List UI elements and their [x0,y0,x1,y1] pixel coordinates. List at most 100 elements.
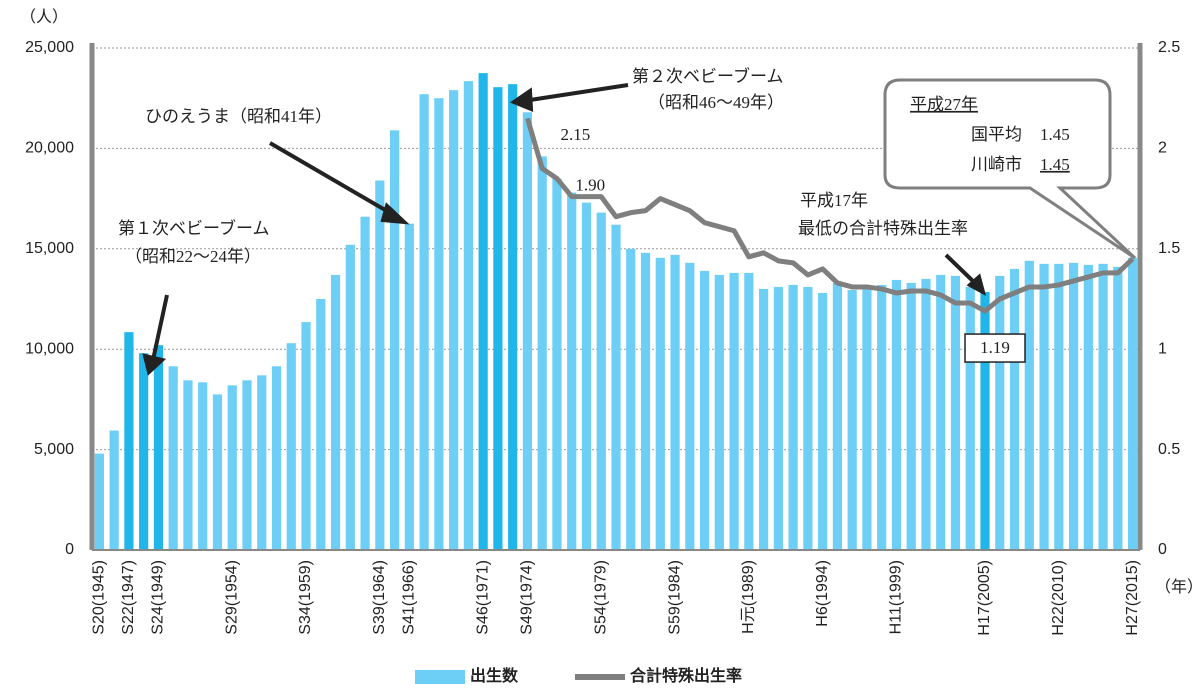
bar [1098,263,1108,550]
bar [567,192,577,551]
arrow [529,83,629,102]
arrow-head [380,202,410,225]
annotation: 第１次ベビーブーム [118,218,269,238]
bar [685,262,695,550]
y2-tick-label: 1 [1158,340,1167,357]
bar [862,288,872,550]
arrow-head [142,353,167,376]
y2-tick-label: 2.5 [1158,39,1180,56]
x-tick-label: H元(1989) [740,560,757,634]
bar [419,94,429,551]
bar [832,282,843,550]
x-tick-label: S24(1949) [150,560,167,635]
bar [1024,260,1034,550]
y2-tick-label: 0.5 [1158,441,1180,458]
bar [478,73,488,550]
bar [906,282,916,550]
arrow-head [966,273,987,296]
x-tick-label: S49(1974) [519,560,536,635]
bar [891,279,902,550]
arrows [142,83,987,376]
callout-title: 平成27年 [910,95,978,114]
bar [744,272,754,550]
bar [877,284,887,550]
x-tick-label: S39(1964) [371,560,388,635]
bar [139,353,149,550]
label-box [964,333,1026,363]
bar [803,286,813,550]
bar [995,275,1005,550]
bar [212,394,223,550]
bar [921,278,931,550]
y-tick-label: 25,000 [25,39,74,56]
bars [94,73,1138,551]
bar [449,90,459,550]
bar [847,289,857,550]
callout-value: 1.45 [1040,125,1070,144]
bar [257,375,267,550]
arrow-head [509,87,534,113]
bar [109,430,119,550]
y-tick-label: 5,000 [34,441,74,458]
y-tick-label: 20,000 [25,140,74,157]
arrow [944,253,978,286]
bar [375,180,385,550]
bar [1113,266,1123,550]
annotation: 第２次ベビーブーム [632,66,783,86]
x-tick-label: S59(1984) [666,560,683,635]
bar [493,87,503,550]
annotation: ひのえうま（昭和41年） [145,107,332,126]
bar [508,84,518,551]
bar [1039,263,1049,550]
y2-tick-label: 1.5 [1158,240,1180,257]
x-tick-label: H22(2010) [1050,560,1067,636]
legend-label: 合計特殊出生率 [630,666,742,685]
bar [316,299,326,550]
bar [242,380,252,550]
x-unit: （年） [1155,578,1203,596]
bar [522,112,533,551]
x-tick-label: H27(2015) [1124,560,1141,636]
bar [640,252,651,551]
bar [360,216,370,550]
bar [626,248,636,551]
data-label: 2.15 [561,125,591,144]
bar [463,81,473,551]
x-tick-label: H6(1994) [814,560,831,627]
callout-label: 川崎市 [971,155,1022,174]
x-tick-label: H11(1999) [888,560,905,634]
bar [980,291,990,550]
bar [950,275,961,550]
bar [965,286,975,550]
y-tick-label: 0 [65,541,74,558]
bar [271,366,282,550]
bar [818,292,828,550]
bar [759,288,769,550]
bar [183,380,193,550]
bar [301,322,311,550]
bar [434,98,444,550]
annotation-text: 第１次ベビーブーム （昭和22～24年） ひのえうま（昭和41年） 第２次ベビー… [118,66,968,266]
bar [699,270,710,550]
arrow [268,141,394,216]
data-label: 1.90 [575,175,605,194]
bar [788,284,798,550]
bar [404,223,414,550]
y2-tick-label: 0 [1158,541,1167,558]
callout-label: 国平均 [971,125,1022,144]
x-tick-label: S41(1966) [401,560,418,635]
arrow [151,294,169,361]
bar [611,224,621,551]
data-label: 1.19 [980,338,1010,357]
bar [670,254,680,550]
bar [198,382,208,550]
bar [1128,257,1138,550]
bar [124,332,134,550]
line [525,117,1135,314]
bar [345,244,355,550]
bar [729,272,739,550]
bar [1068,262,1079,550]
bar [596,212,606,550]
annotation: 最低の合計特殊出生率 [798,219,968,238]
